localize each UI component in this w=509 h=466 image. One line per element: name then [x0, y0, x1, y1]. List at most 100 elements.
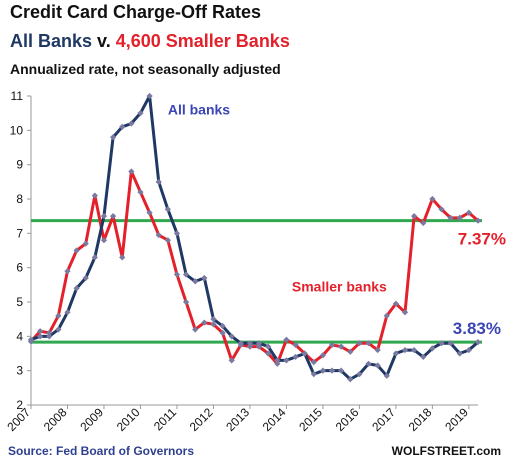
data-point-smaller-banks [283, 336, 290, 343]
data-point-all-banks [374, 362, 381, 369]
credit-note: WOLFSTREET.com [391, 444, 501, 458]
data-point-all-banks [283, 357, 290, 364]
subtitle-versus: v. [92, 31, 116, 51]
x-tick-label: 2010 [114, 405, 143, 434]
x-tick-label: 2017 [369, 405, 398, 434]
data-point-all-banks [438, 340, 445, 347]
data-point-all-banks [319, 367, 327, 374]
data-point-smaller-banks [246, 343, 254, 350]
subtitle-all-banks: All Banks [10, 31, 93, 51]
data-point-smaller-banks [109, 213, 117, 220]
data-point-all-banks [474, 339, 482, 346]
x-tick-label: 2015 [296, 405, 325, 434]
y-tick-label: 4 [16, 329, 23, 343]
data-point-all-banks [328, 367, 336, 374]
data-point-all-banks [164, 206, 171, 213]
value-label-smaller-banks: 7.37% [458, 230, 506, 249]
data-point-smaller-banks [310, 358, 317, 366]
data-point-smaller-banks [347, 348, 354, 355]
data-point-all-banks [201, 274, 208, 282]
data-point-smaller-banks [265, 350, 272, 357]
data-point-smaller-banks [319, 352, 327, 359]
data-point-all-banks [265, 343, 272, 350]
y-tick-label: 9 [16, 158, 23, 172]
data-point-all-banks [347, 376, 354, 383]
data-point-all-banks [310, 370, 317, 378]
data-point-all-banks [465, 346, 472, 354]
x-tick-label: 2011 [151, 405, 179, 433]
chart-title: Credit Card Charge-Off Rates [10, 2, 262, 22]
data-point-all-banks [137, 110, 144, 117]
data-point-smaller-banks [274, 360, 281, 367]
data-point-smaller-banks [137, 189, 144, 196]
data-point-all-banks [128, 120, 135, 127]
data-point-smaller-banks [401, 309, 409, 316]
data-point-smaller-banks [192, 326, 199, 333]
x-tick-label: 2014 [260, 405, 289, 434]
data-point-smaller-banks [328, 341, 336, 349]
data-point-smaller-banks [365, 340, 372, 347]
data-point-smaller-banks [201, 319, 208, 326]
annotation-all-banks: All banks [168, 102, 230, 118]
y-tick-label: 8 [16, 192, 23, 206]
data-point-all-banks [274, 357, 281, 364]
data-point-smaller-banks [292, 341, 299, 349]
data-point-all-banks [146, 92, 153, 100]
value-label-all-banks: 3.83% [453, 319, 501, 338]
y-tick-label: 3 [16, 364, 23, 378]
data-point-all-banks [411, 346, 418, 354]
y-tick-label: 2 [16, 398, 23, 412]
source-note: Source: Fed Board of Governors [8, 444, 195, 458]
chart-note: Annualized rate, not seasonally adjusted [10, 61, 281, 77]
data-point-all-banks [246, 340, 254, 347]
data-point-smaller-banks [164, 237, 171, 244]
series-line-smaller-banks [29, 170, 479, 366]
data-point-smaller-banks [474, 217, 482, 224]
chart-subtitle: All Banks v. 4,600 Smaller Banks [10, 31, 290, 52]
x-tick-label: 2019 [442, 405, 471, 434]
data-point-all-banks [91, 254, 98, 261]
data-point-smaller-banks [155, 231, 162, 239]
data-point-all-banks [383, 372, 390, 379]
data-point-smaller-banks [338, 343, 345, 350]
data-point-all-banks [420, 353, 427, 361]
data-point-all-banks [100, 213, 108, 220]
data-point-all-banks [173, 230, 181, 237]
data-point-all-banks [338, 367, 345, 374]
data-point-all-banks [155, 178, 162, 185]
data-point-smaller-banks [420, 219, 427, 227]
x-tick-label: 2008 [41, 405, 70, 434]
data-point-all-banks [301, 350, 308, 357]
data-point-smaller-banks [119, 254, 126, 261]
data-point-smaller-banks [73, 247, 80, 254]
data-point-smaller-banks [82, 240, 89, 247]
x-tick-label: 2016 [333, 405, 362, 434]
data-point-smaller-banks [91, 192, 98, 199]
data-point-smaller-banks [392, 300, 400, 307]
data-point-all-banks [255, 340, 263, 347]
data-point-all-banks [456, 350, 463, 357]
data-point-all-banks [365, 360, 372, 367]
subtitle-smaller-banks: 4,600 Smaller Banks [115, 31, 290, 51]
data-point-all-banks [192, 278, 199, 285]
y-tick-label: 7 [16, 226, 23, 240]
data-point-all-banks [292, 353, 299, 361]
data-point-all-banks [356, 370, 363, 378]
annotation-smaller-banks: Smaller banks [292, 279, 387, 295]
x-tick-label: 2018 [406, 405, 435, 434]
data-point-smaller-banks [411, 213, 418, 220]
y-tick-label: 10 [10, 123, 24, 137]
y-tick-label: 11 [11, 89, 24, 103]
data-point-all-banks [429, 345, 436, 352]
data-point-smaller-banks [255, 343, 263, 350]
data-point-all-banks [401, 346, 409, 354]
data-point-all-banks [109, 134, 117, 141]
data-point-all-banks [447, 340, 454, 347]
data-point-smaller-banks [100, 237, 108, 244]
x-tick-label: 2013 [223, 405, 252, 434]
y-tick-label: 6 [16, 261, 23, 275]
x-tick-label: 2009 [77, 405, 106, 434]
y-tick-label: 5 [16, 295, 23, 309]
data-point-smaller-banks [374, 346, 381, 354]
